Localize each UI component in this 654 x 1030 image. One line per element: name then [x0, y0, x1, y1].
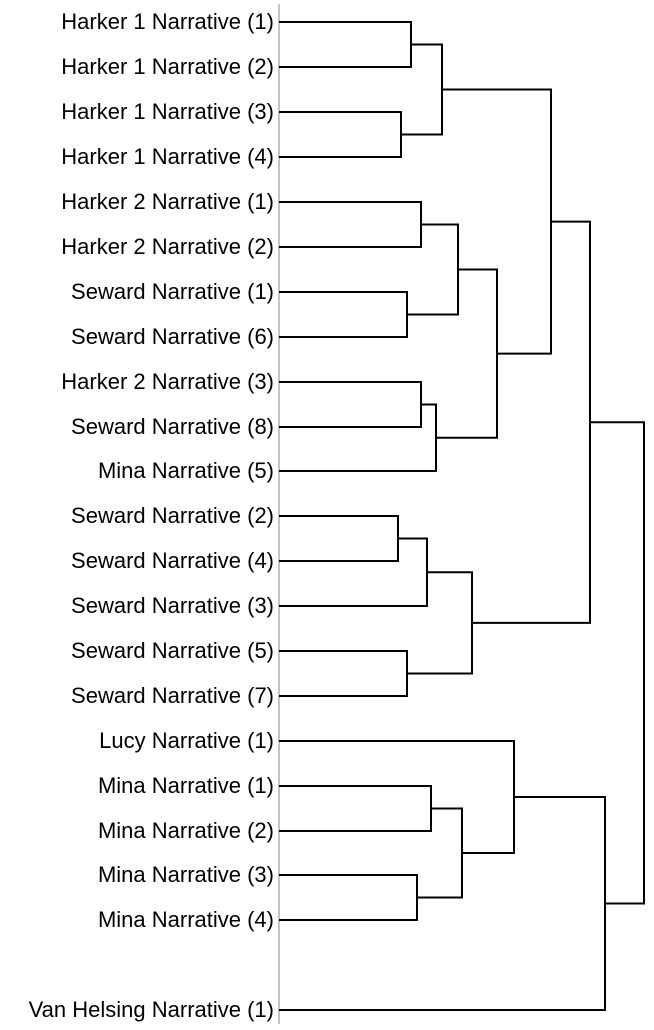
leaf-label: Seward Narrative (4)	[71, 548, 274, 574]
dendrogram-link	[279, 786, 431, 831]
dendrogram-link	[279, 797, 605, 1010]
leaf-label: Seward Narrative (1)	[71, 279, 274, 305]
leaf-label: Harker 1 Narrative (3)	[61, 99, 274, 125]
leaf-label: Seward Narrative (8)	[71, 414, 274, 440]
dendrogram-link	[279, 112, 401, 157]
dendrogram-link	[279, 516, 398, 561]
dendrogram-link	[279, 875, 417, 920]
leaf-label: Mina Narrative (2)	[98, 818, 274, 844]
dendrogram-link	[407, 225, 458, 315]
leaf-label: Harker 2 Narrative (1)	[61, 189, 274, 215]
leaf-label: Seward Narrative (3)	[71, 593, 274, 619]
leaf-label: Seward Narrative (5)	[71, 638, 274, 664]
leaf-label: Mina Narrative (4)	[98, 907, 274, 933]
leaf-label: Harker 1 Narrative (4)	[61, 144, 274, 170]
leaf-label: Harker 2 Narrative (3)	[61, 369, 274, 395]
leaf-label: Seward Narrative (7)	[71, 683, 274, 709]
dendrogram-link	[472, 222, 590, 623]
dendrogram-link	[417, 809, 462, 898]
leaf-label: Mina Narrative (1)	[98, 773, 274, 799]
dendrogram-link	[279, 22, 411, 67]
dendrogram-link	[279, 539, 427, 607]
leaf-label: Lucy Narrative (1)	[99, 728, 274, 754]
dendrogram-container: Harker 1 Narrative (1) Harker 1 Narrative…	[0, 0, 654, 1030]
leaf-label: Harker 2 Narrative (2)	[61, 234, 274, 260]
dendrogram-link	[401, 45, 442, 135]
leaf-label: Seward Narrative (6)	[71, 324, 274, 350]
leaf-label: Harker 1 Narrative (1)	[61, 9, 274, 35]
dendrogram-link	[407, 572, 472, 673]
dendrogram-link	[436, 270, 497, 438]
dendrogram-link	[279, 202, 421, 247]
dendrogram-link	[279, 292, 407, 337]
leaf-label: Mina Narrative (5)	[98, 458, 274, 484]
dendrogram-link	[590, 422, 644, 903]
leaf-label: Harker 1 Narrative (2)	[61, 54, 274, 80]
leaf-label: Seward Narrative (2)	[71, 503, 274, 529]
dendrogram-link	[279, 741, 514, 853]
leaf-label: Mina Narrative (3)	[98, 862, 274, 888]
dendrogram-link	[279, 651, 407, 696]
dendrogram-link	[279, 382, 421, 427]
leaf-label: Van Helsing Narrative (1)	[29, 997, 274, 1023]
dendrogram-link	[279, 405, 436, 472]
